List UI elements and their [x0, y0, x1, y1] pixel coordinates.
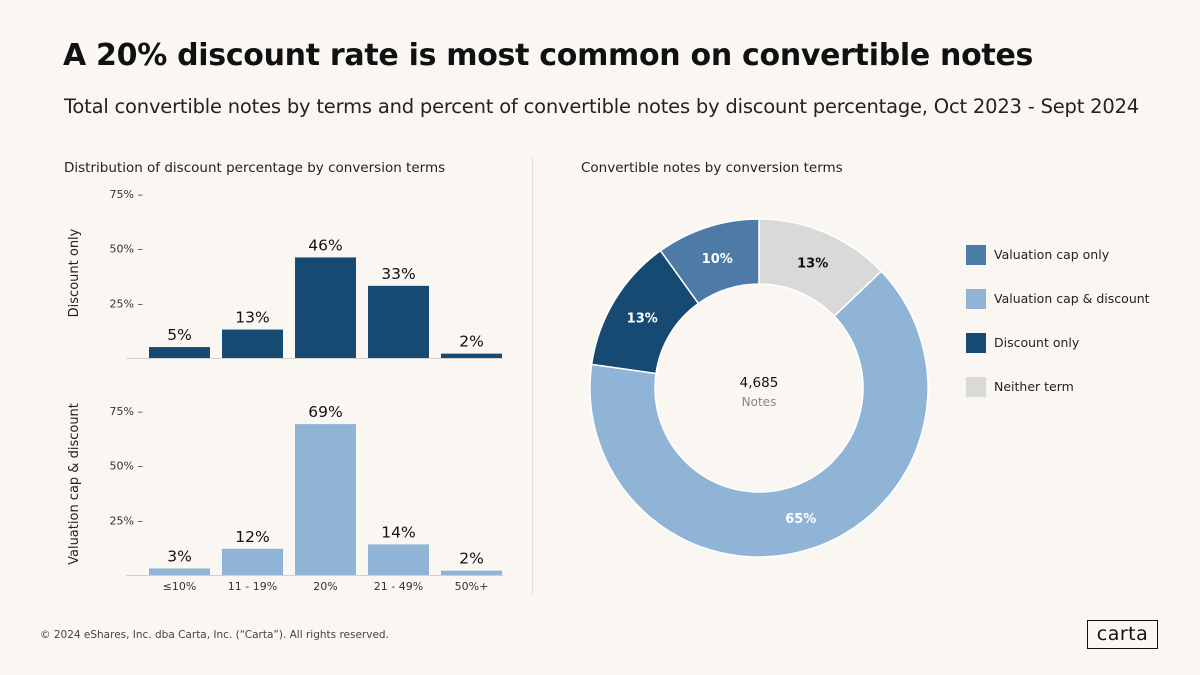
data-label: 69% [308, 403, 342, 421]
donut-center-value: 4,685 [740, 375, 779, 391]
bar [222, 548, 283, 575]
legend-label: Discount only [994, 335, 1080, 350]
data-label: 14% [381, 523, 415, 541]
series-axis-label: Valuation cap & discount [67, 403, 82, 565]
donut-slice [589, 270, 929, 558]
x-tick-label: ≤10% [163, 580, 197, 593]
slice-label: 13% [797, 257, 828, 272]
y-tick-label: 25% – [110, 297, 143, 310]
bar [222, 329, 283, 358]
slice-label: 65% [785, 512, 816, 527]
donut-chart: 13% 65% 13% 10% 4,685 Notes [589, 218, 929, 558]
series-axis-label: Discount only [67, 228, 82, 317]
bar [149, 347, 210, 358]
left-panel-title: Distribution of discount percentage by c… [64, 160, 446, 176]
bar [441, 570, 502, 575]
x-tick-label: 11 - 19% [228, 580, 277, 593]
data-label: 2% [459, 550, 484, 568]
data-label: 13% [235, 309, 269, 327]
x-tick-label: 21 - 49% [374, 580, 423, 593]
legend-swatch [966, 333, 986, 353]
data-label: 3% [167, 547, 192, 565]
chart-title: A 20% discount rate is most common on co… [63, 38, 1034, 73]
bar [295, 257, 356, 358]
donut-center-label: Notes [742, 395, 777, 409]
legend-label: Valuation cap & discount [994, 291, 1150, 306]
right-panel-title: Convertible notes by conversion terms [581, 160, 843, 176]
legend-label: Neither term [994, 379, 1074, 394]
slice-label: 13% [627, 311, 658, 326]
bar [295, 424, 356, 575]
y-tick-label: 50% – [110, 460, 143, 473]
copyright-footer: © 2024 eShares, Inc. dba Carta, Inc. (“C… [40, 629, 389, 641]
x-tick-label: 50%+ [455, 580, 489, 593]
x-tick-label: 20% [313, 580, 337, 593]
legend-label: Valuation cap only [994, 247, 1110, 262]
y-tick-label: 25% – [110, 514, 143, 527]
y-tick-label: 75% – [110, 188, 143, 201]
legend-swatch [966, 377, 986, 397]
bar-charts: 25% – 50% – 75% – Discount only 5% 13% 46% 33% 2… [67, 188, 503, 593]
bar [368, 544, 429, 575]
data-label: 46% [308, 236, 342, 254]
data-label: 33% [381, 265, 415, 283]
panel-divider [532, 158, 533, 595]
chart-subtitle: Total convertible notes by terms and per… [64, 95, 1139, 118]
y-tick-label: 75% – [110, 405, 143, 418]
legend-swatch [966, 245, 986, 265]
carta-logo: carta [1087, 620, 1158, 649]
data-label: 12% [235, 528, 269, 546]
y-tick-label: 50% – [110, 243, 143, 256]
bar [368, 285, 429, 358]
bar [149, 568, 210, 575]
bar [441, 353, 502, 358]
legend-swatch [966, 289, 986, 309]
data-label: 2% [459, 333, 484, 351]
slice-label: 10% [702, 252, 733, 267]
data-label: 5% [167, 326, 192, 344]
donut-slice [659, 218, 760, 305]
